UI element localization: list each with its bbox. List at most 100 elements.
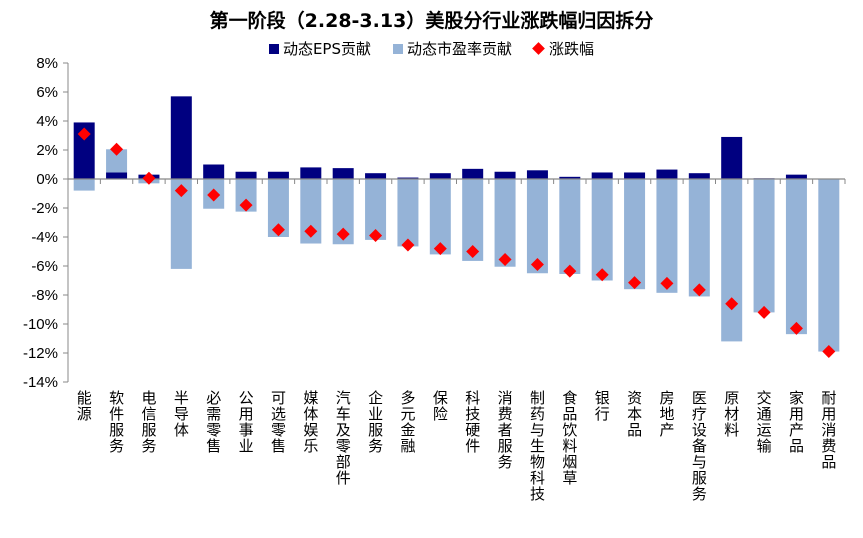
legend: 动态EPS贡献 动态市盈率贡献 涨跌幅 xyxy=(0,38,863,59)
bar-pe-contribution xyxy=(429,179,451,255)
change-marker xyxy=(757,305,771,319)
bar-pe-contribution xyxy=(785,179,807,335)
y-tick-label: 2% xyxy=(36,142,58,159)
change-marker xyxy=(498,252,512,266)
legend-swatch-eps xyxy=(268,43,279,54)
x-tick-label: 科技硬件 xyxy=(463,390,482,454)
bar-pe-contribution xyxy=(526,179,548,274)
bar-eps-contribution xyxy=(656,169,678,179)
x-tick-label: 企业服务 xyxy=(366,390,385,454)
x-tick-label: 软件服务 xyxy=(107,390,126,454)
bar-eps-contribution xyxy=(170,96,192,179)
bar-pe-contribution xyxy=(559,179,581,274)
bar-pe-contribution xyxy=(656,179,678,293)
bar-eps-contribution xyxy=(332,168,354,179)
change-marker xyxy=(207,188,221,202)
change-marker xyxy=(369,229,383,243)
x-tick-label: 电信服务 xyxy=(139,390,158,454)
change-marker xyxy=(822,345,836,359)
x-tick-label: 医疗设备与服务 xyxy=(689,390,708,502)
y-tick-label: 4% xyxy=(36,113,58,130)
bar-eps-contribution xyxy=(721,136,743,179)
y-tick-label: 0% xyxy=(36,171,58,188)
y-tick-label: -2% xyxy=(31,200,58,217)
change-marker xyxy=(433,242,447,256)
x-tick-label: 耐用消费品 xyxy=(819,390,838,470)
x-tick-label: 汽车及零部件 xyxy=(333,390,352,486)
legend-label-change: 涨跌幅 xyxy=(549,40,595,58)
x-tick-label: 多元金融 xyxy=(398,390,417,454)
bar-eps-contribution xyxy=(365,173,387,179)
legend-label-eps: 动态EPS贡献 xyxy=(282,40,371,58)
x-tick-label: 原材料 xyxy=(722,390,741,438)
bar-eps-contribution xyxy=(267,171,289,179)
x-tick-label: 交通运输 xyxy=(754,390,773,454)
x-tick-label: 房地产 xyxy=(657,390,676,438)
bar-eps-contribution xyxy=(73,122,95,179)
bar-pe-contribution xyxy=(300,179,322,244)
legend-swatch-pe xyxy=(393,43,403,54)
change-marker xyxy=(271,223,285,237)
change-marker xyxy=(142,171,156,185)
y-tick-label: 6% xyxy=(36,84,58,101)
change-marker xyxy=(789,321,803,335)
bar-pe-contribution xyxy=(688,179,710,297)
bar-eps-contribution xyxy=(462,168,484,179)
bar-eps-contribution xyxy=(494,171,516,179)
change-marker xyxy=(239,198,253,212)
legend-item-change: 涨跌幅 xyxy=(532,38,595,59)
change-marker xyxy=(401,238,415,252)
x-tick-label: 消费者服务 xyxy=(495,390,514,470)
legend-label-pe: 动态市盈率贡献 xyxy=(407,40,513,58)
x-tick-label: 制药与生物科技 xyxy=(527,390,546,502)
bar-pe-contribution xyxy=(462,179,484,261)
bar-eps-contribution xyxy=(397,177,419,179)
change-marker xyxy=(595,268,609,282)
legend-item-eps: 动态EPS贡献 xyxy=(268,38,371,59)
change-marker xyxy=(725,297,739,311)
chart-title: 第一阶段（2.28-3.13）美股分行业涨跌幅归因拆分 xyxy=(209,10,654,32)
bar-eps-contribution xyxy=(785,174,807,179)
bar-eps-contribution xyxy=(624,172,646,179)
x-tick-label: 必需零售 xyxy=(204,390,223,454)
y-tick-label: -6% xyxy=(31,258,58,275)
bar-eps-contribution xyxy=(526,170,548,179)
change-marker xyxy=(304,224,318,238)
x-tick-label: 食品饮料烟草 xyxy=(560,390,579,486)
x-tick-label: 半导体 xyxy=(171,390,190,438)
x-tick-label: 家用产品 xyxy=(786,390,805,454)
bar-eps-contribution xyxy=(235,171,257,179)
bar-pe-contribution xyxy=(397,179,419,247)
bar-pe-contribution xyxy=(624,179,646,290)
change-marker xyxy=(628,276,642,290)
bar-eps-contribution xyxy=(429,173,451,179)
change-marker xyxy=(336,227,350,241)
x-tick-label: 可选零售 xyxy=(268,390,287,454)
y-tick-label: -10% xyxy=(23,316,58,333)
change-marker xyxy=(77,127,91,141)
y-tick-label: -8% xyxy=(31,287,58,304)
legend-item-pe: 动态市盈率贡献 xyxy=(393,38,512,59)
bar-eps-contribution xyxy=(106,172,128,179)
y-tick-label: -4% xyxy=(31,229,58,246)
bar-pe-contribution xyxy=(73,179,95,191)
change-marker xyxy=(530,258,544,272)
y-tick-label: -12% xyxy=(23,345,58,362)
y-tick-label: -14% xyxy=(23,374,58,391)
change-marker xyxy=(110,142,124,156)
x-tick-label: 媒体娱乐 xyxy=(301,390,320,454)
change-marker xyxy=(466,245,480,258)
bar-pe-contribution xyxy=(721,179,743,342)
x-tick-label: 银行 xyxy=(592,390,611,422)
bar-pe-contribution xyxy=(235,179,257,212)
x-tick-label: 资本品 xyxy=(625,390,644,438)
bar-pe-contribution xyxy=(818,179,840,352)
change-marker xyxy=(692,283,706,297)
bar-pe-contribution xyxy=(106,149,128,173)
bar-eps-contribution xyxy=(203,164,225,179)
bar-pe-contribution xyxy=(267,179,289,237)
x-tick-label: 公用事业 xyxy=(236,390,255,454)
change-marker xyxy=(174,184,188,198)
